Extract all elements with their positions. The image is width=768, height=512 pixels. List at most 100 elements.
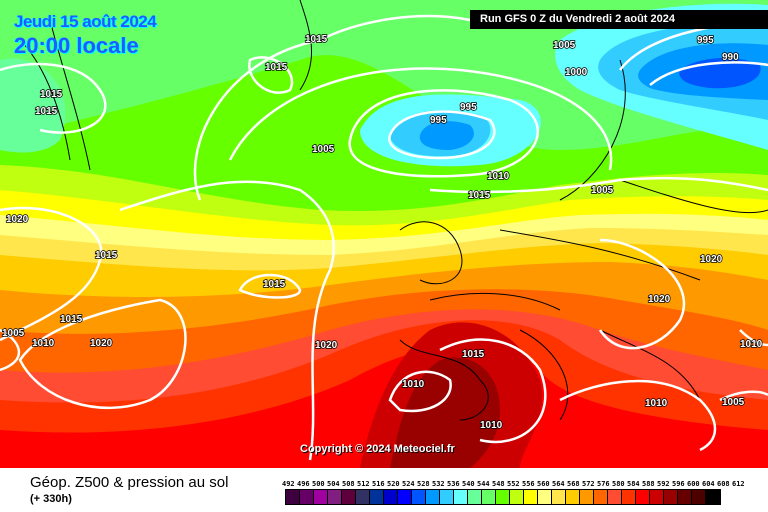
legend-swatch <box>552 490 566 504</box>
isobar-label: 1005 <box>591 185 614 196</box>
isobar-label: 1005 <box>312 144 335 155</box>
isobar-label: 1020 <box>90 338 113 349</box>
legend-swatch <box>482 490 496 504</box>
isobar-label: 1020 <box>315 340 338 351</box>
isobar-label: 1015 <box>462 349 485 360</box>
isobar-label: 995 <box>430 115 447 126</box>
legend-swatch <box>594 490 608 504</box>
isobar-label: 990 <box>722 52 739 63</box>
isobar-label: 1015 <box>60 314 83 325</box>
legend-swatch <box>650 490 664 504</box>
legend-label: 504 <box>327 480 340 488</box>
weather-map: 1015 1015 1015 1015 1005 995 995 1005 1000 995 990… <box>0 0 768 468</box>
isobar-label: 1010 <box>32 338 55 349</box>
legend-label: 596 <box>672 480 685 488</box>
coastlines <box>19 0 768 421</box>
isobar-label: 1020 <box>700 254 723 265</box>
legend-label: 500 <box>312 480 325 488</box>
band-540-west <box>0 58 66 153</box>
legend-swatch <box>384 490 398 504</box>
legend-label: 556 <box>522 480 535 488</box>
z500-band-600 <box>390 357 500 468</box>
legend-swatch <box>706 490 720 504</box>
legend-label: 496 <box>297 480 310 488</box>
legend-swatch <box>370 490 384 504</box>
color-legend <box>285 489 721 505</box>
legend-swatch <box>356 490 370 504</box>
legend-label: 592 <box>657 480 670 488</box>
legend-swatch <box>580 490 594 504</box>
isobar-label: 1015 <box>263 279 286 290</box>
legend-swatch <box>692 490 706 504</box>
legend-label: 492 <box>282 480 295 488</box>
legend-label: 584 <box>627 480 640 488</box>
forecast-lead: (+ 330h) <box>30 493 72 505</box>
legend-swatch <box>286 490 300 504</box>
legend-swatch <box>454 490 468 504</box>
isobar-label: 1005 <box>722 397 745 408</box>
legend-swatch <box>664 490 678 504</box>
legend-label: 520 <box>387 480 400 488</box>
run-info: Run GFS 0 Z du Vendredi 2 août 2024 <box>470 10 768 29</box>
isobar-labels: 1015 1015 1015 1015 1005 995 995 1005 1000 995 990… <box>1 33 763 432</box>
legend-labels: 492 496 500 504 508 512 516 520 524 528 532 536 540 5… <box>282 480 747 488</box>
map-title: Géop. Z500 & pression au sol <box>30 474 229 491</box>
legend-label: 564 <box>552 480 565 488</box>
legend-label: 536 <box>447 480 460 488</box>
legend-label: 516 <box>372 480 385 488</box>
legend-label: 524 <box>402 480 415 488</box>
legend-swatch <box>314 490 328 504</box>
legend-label: 612 <box>732 480 745 488</box>
legend-label: 560 <box>537 480 550 488</box>
legend-label: 568 <box>567 480 580 488</box>
isobar-label: 1000 <box>565 67 588 78</box>
isobar-label: 1015 <box>468 190 491 201</box>
legend-swatch <box>468 490 482 504</box>
legend-swatch <box>412 490 426 504</box>
legend-label: 572 <box>582 480 595 488</box>
copyright: Copyright © 2024 Meteociel.fr <box>300 443 455 455</box>
legend-swatch <box>678 490 692 504</box>
legend-label: 540 <box>462 480 475 488</box>
legend-swatch <box>524 490 538 504</box>
legend-swatch <box>342 490 356 504</box>
legend-label: 548 <box>492 480 505 488</box>
legend-swatch <box>426 490 440 504</box>
isobar-label: 1015 <box>95 250 118 261</box>
isobar-label: 1015 <box>35 106 58 117</box>
legend-swatch <box>636 490 650 504</box>
legend-label: 604 <box>702 480 715 488</box>
legend-swatch <box>538 490 552 504</box>
legend-label: 576 <box>597 480 610 488</box>
isobar-label: 1010 <box>645 398 668 409</box>
legend-swatch <box>398 490 412 504</box>
isobar-label: 995 <box>460 102 477 113</box>
isobar-label: 1005 <box>2 328 25 339</box>
legend-swatch <box>496 490 510 504</box>
legend-swatch <box>510 490 524 504</box>
legend-swatch <box>328 490 342 504</box>
forecast-time: 20:00 locale <box>14 33 139 58</box>
legend-label: 508 <box>342 480 355 488</box>
legend-label: 588 <box>642 480 655 488</box>
legend-label: 532 <box>432 480 445 488</box>
legend-swatch <box>440 490 454 504</box>
legend-label: 608 <box>717 480 730 488</box>
isobar-label: 1010 <box>480 420 503 431</box>
isobar-label: 1010 <box>402 379 425 390</box>
legend-label: 544 <box>477 480 490 488</box>
isobar-label: 1010 <box>487 171 510 182</box>
legend-label: 552 <box>507 480 520 488</box>
legend-label: 600 <box>687 480 700 488</box>
isobar-label: 1020 <box>6 214 29 225</box>
isobar-label: 1010 <box>740 339 763 350</box>
legend-swatch <box>300 490 314 504</box>
isobar-label: 1005 <box>553 40 576 51</box>
legend-label: 512 <box>357 480 370 488</box>
legend-swatch <box>566 490 580 504</box>
isobar-label: 1020 <box>648 294 671 305</box>
low-band-528 <box>419 121 474 150</box>
legend-label: 528 <box>417 480 430 488</box>
legend-label: 580 <box>612 480 625 488</box>
legend-swatch <box>622 490 636 504</box>
